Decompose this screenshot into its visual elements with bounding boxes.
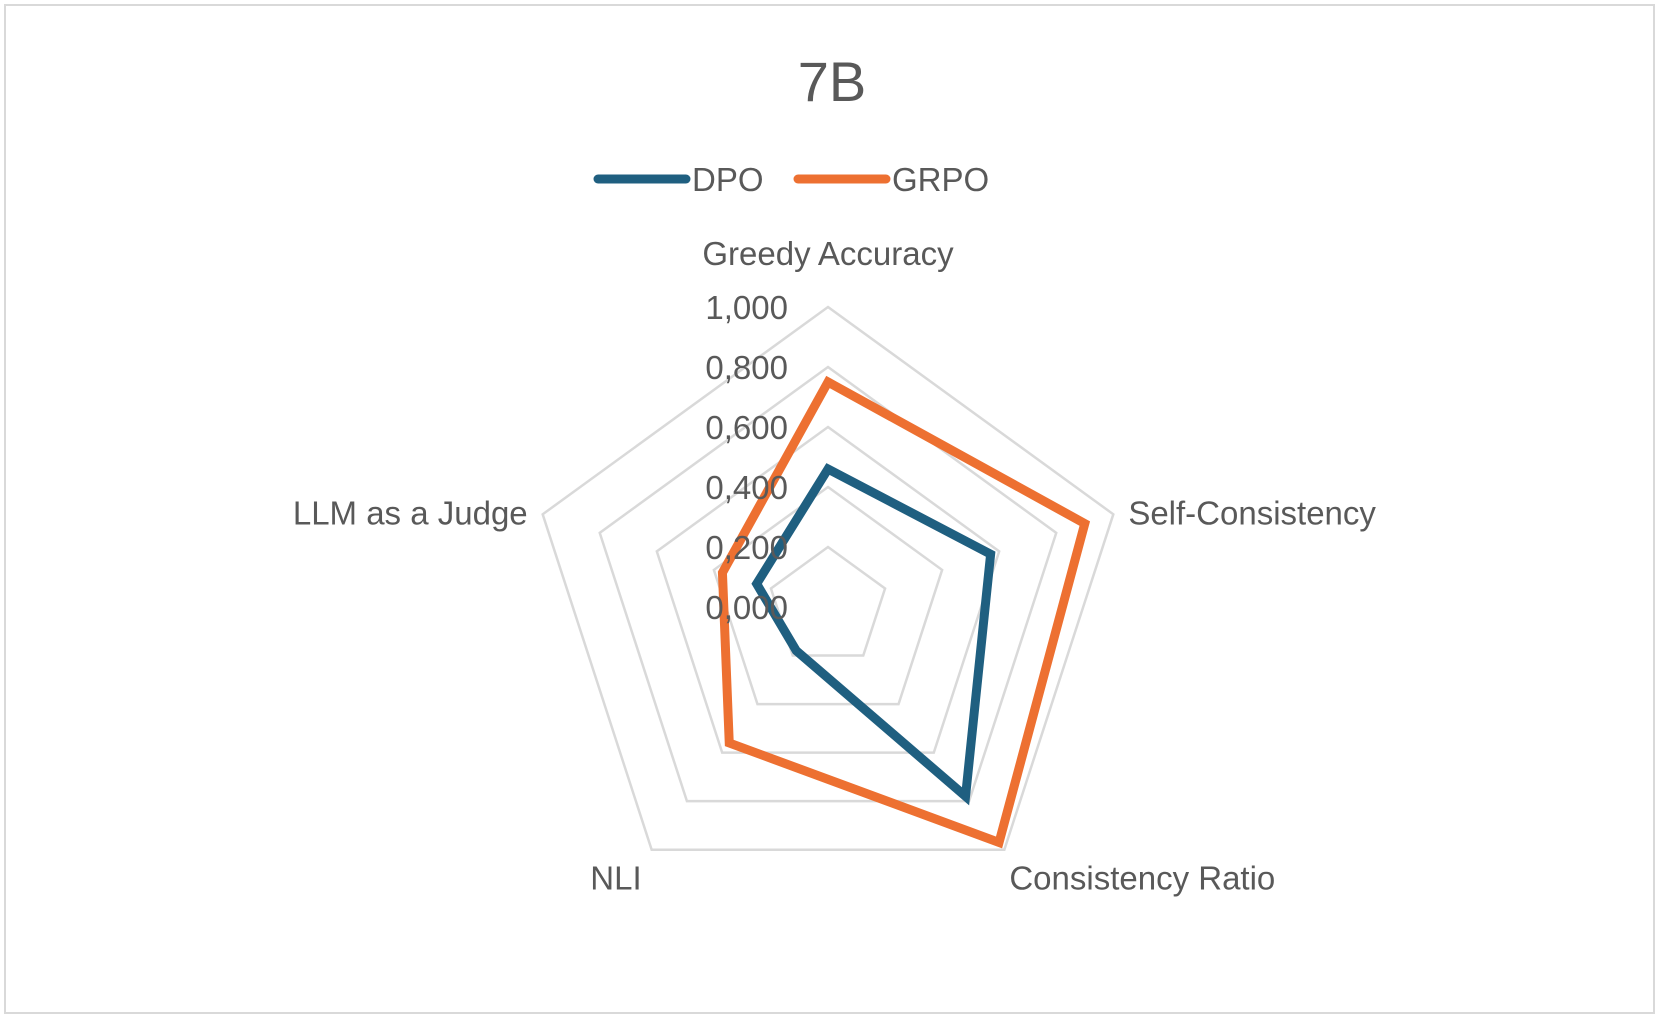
tick-label: 0,600 xyxy=(705,409,788,446)
chart-frame: 7B DPO GRPO 0,000 0,200 0,400 0,600 0,800 1,00… xyxy=(4,4,1655,1014)
tick-label: 0,000 xyxy=(705,589,788,626)
grid-ring xyxy=(655,425,1001,754)
axis-label: LLM as a Judge xyxy=(293,494,528,531)
tick-labels: 0,000 0,200 0,400 0,600 0,800 1,000 xyxy=(705,289,788,626)
series-line-dpo xyxy=(751,463,996,806)
axis-label: NLI xyxy=(590,860,641,897)
series-layer xyxy=(717,375,1091,849)
axis-label: Consistency Ratio xyxy=(1009,860,1275,897)
radar-grid xyxy=(541,305,1115,851)
tick-label: 1,000 xyxy=(705,289,788,326)
grid-ring xyxy=(769,545,887,657)
series-line-grpo xyxy=(717,375,1091,849)
radar-chart: 7B DPO GRPO 0,000 0,200 0,400 0,600 0,800 1,00… xyxy=(293,50,1377,897)
axis-labels: Greedy Accuracy Self-Consistency Consisten… xyxy=(293,235,1377,897)
chart-title: 7B xyxy=(798,50,867,113)
legend: DPO GRPO xyxy=(593,161,989,198)
grid-ring xyxy=(541,305,1115,851)
tick-label: 0,200 xyxy=(705,529,788,566)
axis-label: Greedy Accuracy xyxy=(702,235,954,272)
tick-label: 0,800 xyxy=(705,349,788,386)
legend-label-grpo: GRPO xyxy=(892,161,989,198)
tick-label: 0,400 xyxy=(705,469,788,506)
grid-ring xyxy=(598,365,1058,803)
axis-label: Self-Consistency xyxy=(1128,494,1376,531)
legend-label-dpo: DPO xyxy=(692,161,764,198)
